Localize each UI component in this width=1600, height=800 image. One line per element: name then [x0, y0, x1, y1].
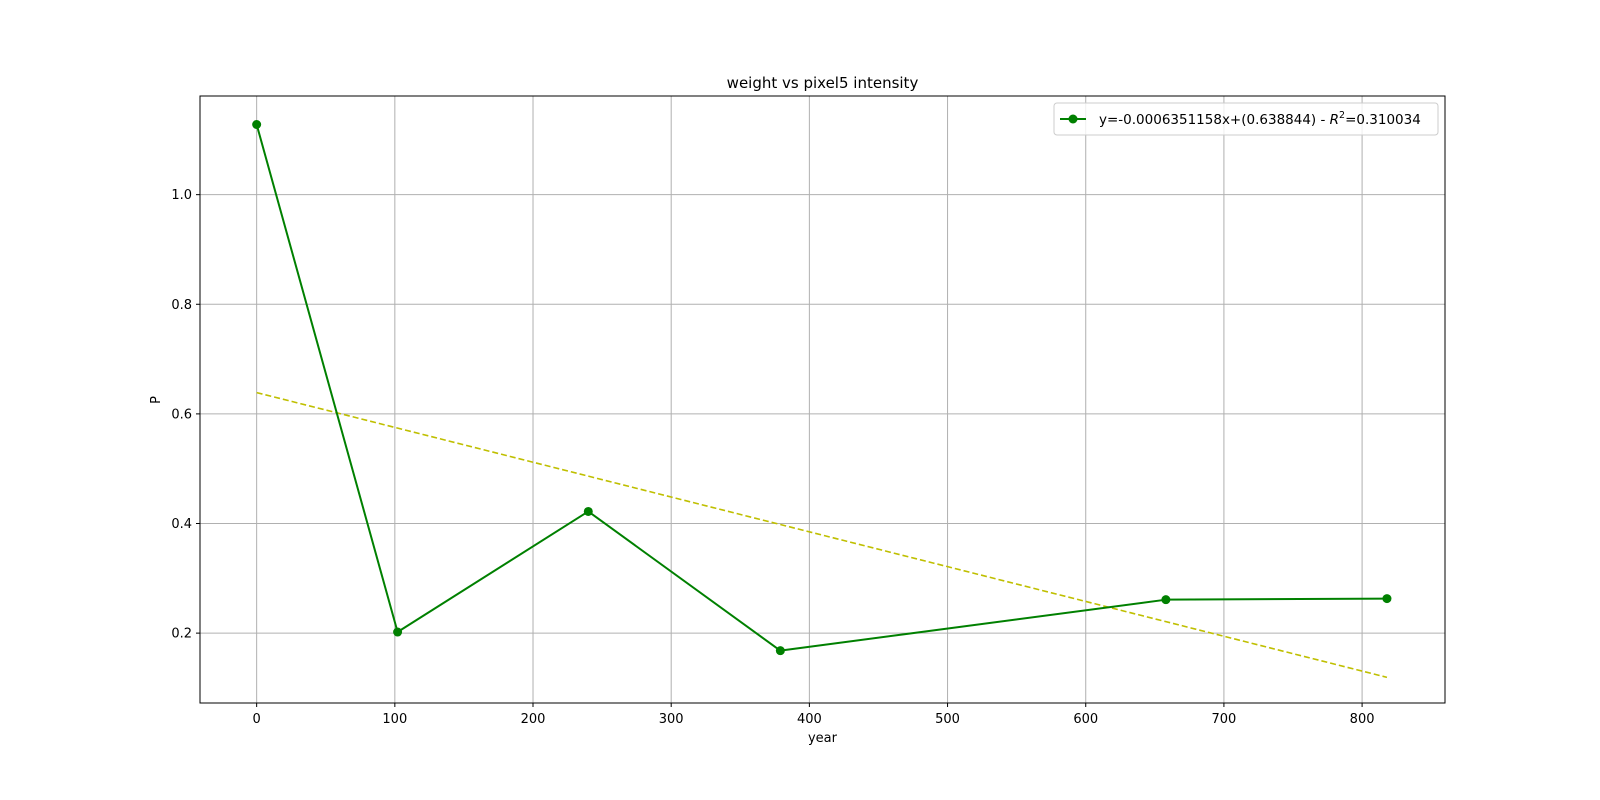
y-tick-label-4: 1.0	[171, 188, 192, 203]
x-tick-label-6: 600	[1073, 712, 1098, 727]
legend-box	[1053, 102, 1439, 136]
x-tick-label-1: 100	[382, 712, 407, 727]
y-tick-label-0: 0.2	[171, 627, 192, 642]
x-tick-label-2: 200	[521, 712, 546, 727]
data-point-3	[775, 646, 785, 656]
series-layer	[252, 120, 1392, 656]
legend-entry: y=-0.0006351158x+(0.638844) - R2=0.31003…	[1099, 110, 1421, 128]
y-tick-label-1: 0.4	[171, 517, 192, 532]
series-line-0	[255, 124, 1387, 652]
y-tick-label-2: 0.6	[171, 407, 192, 422]
data-point-2	[583, 506, 593, 516]
fit-line-layer	[256, 391, 1388, 679]
x-tick-label-0: 0	[253, 712, 261, 727]
x-tick-label-3: 300	[659, 712, 684, 727]
legend-entry-sup: 2	[1339, 110, 1345, 121]
tick-layer: 0 100 200 300 400 500 600 700 800 0.2 0.4 0.6 0.8 1.0	[171, 188, 1374, 727]
data-point-1	[393, 627, 403, 637]
data-point-0	[252, 120, 262, 130]
legend-entry-r: R	[1330, 112, 1339, 128]
x-tick-label-7: 700	[1211, 712, 1236, 727]
plot-frame	[199, 95, 1446, 704]
x-axis-label: year	[808, 731, 838, 746]
y-tick-label-3: 0.8	[171, 298, 192, 313]
legend-entry-prefix: y=-0.0006351158x+(0.638844) -	[1099, 112, 1330, 128]
grid-layer	[200, 96, 1445, 703]
chart-title: weight vs pixel5 intensity	[727, 74, 919, 92]
x-tick-label-5: 500	[935, 712, 960, 727]
x-tick-label-4: 400	[797, 712, 822, 727]
legend: y=-0.0006351158x+(0.638844) - R2=0.31003…	[1053, 102, 1439, 136]
fit-line	[256, 391, 1388, 679]
x-tick-label-8: 800	[1350, 712, 1375, 727]
data-point-5	[1382, 594, 1392, 604]
y-axis-label: P	[149, 396, 164, 404]
data-point-4	[1161, 595, 1171, 605]
legend-entry-suffix: =0.310034	[1345, 112, 1421, 128]
legend-marker-sample	[1068, 114, 1078, 124]
